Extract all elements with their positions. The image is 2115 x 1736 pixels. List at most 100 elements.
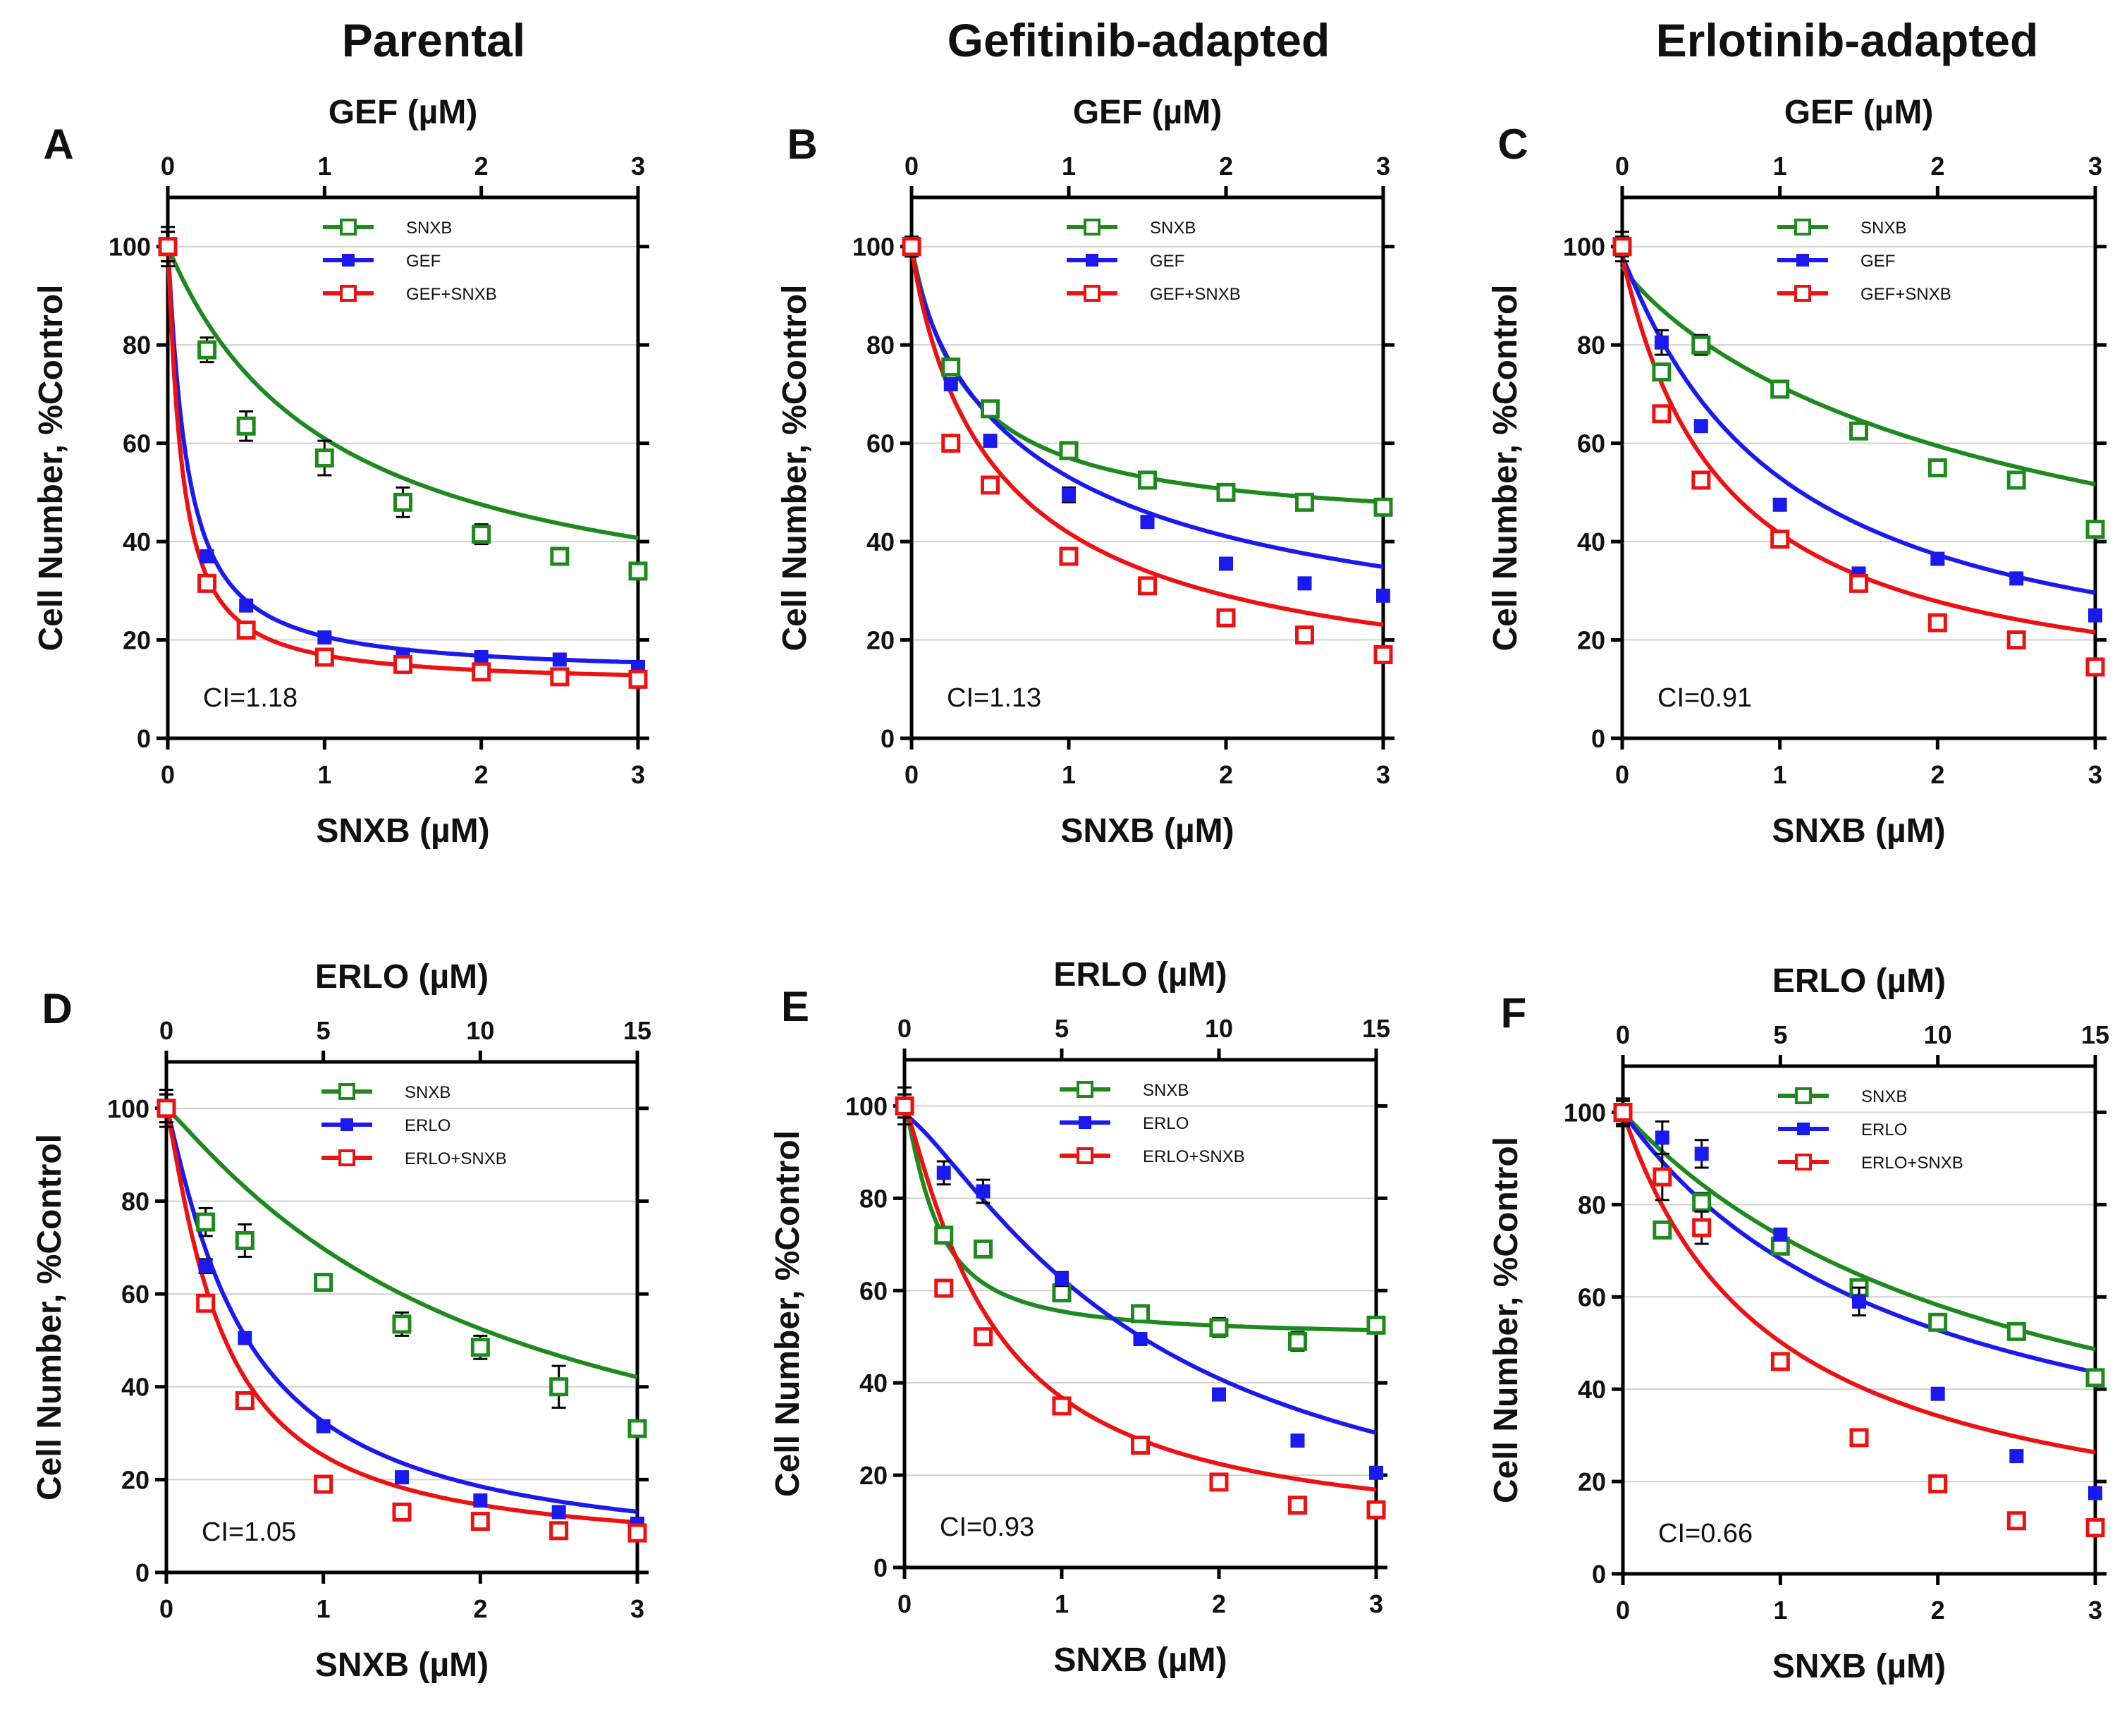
data-point-snxb	[1131, 1304, 1150, 1324]
top-x-tick-label: 5	[1773, 1020, 1787, 1049]
ci-label: CI=1.05	[202, 1517, 296, 1547]
column-title-parental: Parental	[342, 14, 525, 66]
data-point-snxb	[1927, 458, 1947, 477]
data-point-snxb	[941, 357, 961, 377]
data-point-erlo-snxb	[549, 1521, 569, 1541]
x-tick-label: 3	[1376, 760, 1390, 789]
legend-label: ERLO+SNXB	[1143, 1147, 1245, 1166]
y-tick-label: 0	[135, 1558, 149, 1587]
y-axis-title: Cell Number, %Control	[1487, 284, 1524, 651]
data-point-erlo-snxb	[1209, 1472, 1229, 1492]
data-point-snxb	[627, 1419, 647, 1438]
y-tick-label: 40	[121, 1373, 149, 1402]
data-point-snxb	[2006, 470, 2026, 490]
x-tick-label: 2	[1930, 760, 1944, 789]
data-point-gef-snxb	[197, 573, 217, 593]
legend-marker	[1086, 254, 1098, 267]
top-x-axis-title: GEF (µM)	[1073, 94, 1222, 131]
panel-letter: C	[1497, 121, 1528, 168]
data-point-erlo	[395, 1470, 409, 1485]
data-point-snxb	[1059, 441, 1079, 460]
x-tick-label: 0	[159, 1594, 173, 1623]
top-x-tick-label: 1	[1062, 152, 1076, 181]
panel-letter: F	[1501, 989, 1527, 1037]
data-point-snxb	[1770, 379, 1790, 399]
data-point-erlo	[1133, 1332, 1148, 1346]
legend-label: ERLO+SNXB	[405, 1149, 507, 1168]
fit-curve-snxb	[1620, 264, 2096, 487]
y-tick-label: 0	[1592, 1560, 1606, 1589]
y-tick-label: 40	[859, 1369, 888, 1398]
data-point-snxb	[1216, 482, 1236, 502]
y-tick-label: 20	[121, 1465, 149, 1494]
panel-e: 0 20 40 60 80 100 0 1 2 3 0 5 10 15 SNXB (µM) ERLO (µM)…	[769, 956, 1390, 1679]
data-point-snxb	[314, 448, 334, 468]
y-tick-label: 100	[1564, 1098, 1606, 1127]
data-point-snxb	[392, 1314, 412, 1334]
data-point-gef-snxb	[158, 237, 178, 257]
legend-label: ERLO+SNXB	[1861, 1154, 1963, 1173]
panel-letter: A	[43, 121, 73, 168]
legend-label: SNXB	[405, 1083, 450, 1102]
data-point-erlo	[473, 1493, 488, 1508]
y-tick-label: 80	[123, 331, 151, 360]
data-point-gef-snxb	[1849, 573, 1868, 593]
data-point-snxb	[197, 340, 217, 360]
data-point-erlo-snxb	[314, 1474, 333, 1494]
x-axis-title: SNXB (µM)	[1060, 812, 1234, 850]
ci-label: CI=0.93	[940, 1512, 1034, 1542]
data-point-snxb	[1052, 1283, 1072, 1303]
data-point-gef-snxb	[236, 621, 256, 640]
data-point-snxb	[1849, 421, 1868, 441]
legend-marker	[341, 1118, 353, 1131]
top-x-tick-label: 3	[2088, 152, 2102, 181]
data-point-gef	[474, 649, 489, 664]
y-tick-label: 20	[859, 1461, 888, 1490]
top-x-tick-label: 0	[1616, 1020, 1630, 1049]
data-point-gef	[2009, 571, 2024, 586]
y-tick-label: 20	[1578, 1467, 1606, 1496]
y-tick-label: 60	[123, 429, 151, 458]
data-point-erlo-snxb	[934, 1278, 954, 1298]
data-point-erlo-snxb	[1052, 1396, 1072, 1416]
data-point-erlo	[316, 1419, 331, 1434]
data-point-snxb	[1652, 362, 1672, 382]
legend-marker	[1794, 285, 1811, 302]
data-point-snxb	[628, 561, 648, 581]
panel-c: 0 20 40 60 80 100 0 1 2 3 0 1 2 3 SNXB (µM) GEF (µM) Cel…	[1487, 94, 2107, 850]
data-point-gef-snxb	[902, 237, 921, 257]
data-point-snxb	[1366, 1315, 1386, 1335]
x-tick-label: 0	[905, 760, 919, 789]
x-axis-title: SNXB (µM)	[315, 1646, 489, 1684]
legend-marker	[1795, 1154, 1812, 1170]
top-x-tick-label: 1	[1773, 152, 1787, 181]
y-tick-label: 100	[852, 233, 895, 262]
y-tick-label: 60	[866, 429, 895, 458]
data-point-snxb	[974, 1239, 993, 1259]
column-title-gefitinib-adapted: Gefitinib-adapted	[948, 14, 1330, 66]
data-point-gef-snxb	[1770, 530, 1790, 549]
fit-curve-snxb	[165, 1106, 638, 1379]
data-point-snxb	[2085, 1368, 2105, 1388]
legend-label: GEF	[1150, 252, 1184, 271]
y-tick-label: 60	[1578, 1283, 1606, 1312]
data-point-erlo	[1694, 1147, 1709, 1161]
top-x-axis-title: ERLO (µM)	[1053, 956, 1227, 994]
legend-marker	[1794, 219, 1811, 236]
data-point-snxb	[472, 525, 491, 544]
panel-letter: B	[787, 121, 817, 168]
data-point-erlo-snxb	[627, 1523, 647, 1543]
data-point-gef	[943, 377, 958, 391]
y-tick-label: 20	[866, 626, 895, 655]
y-tick-label: 40	[866, 527, 895, 556]
y-tick-label: 0	[873, 1553, 888, 1582]
x-tick-label: 2	[1219, 760, 1233, 789]
top-x-tick-label: 15	[623, 1016, 651, 1045]
top-x-tick-label: 10	[1205, 1014, 1233, 1043]
legend-marker	[342, 254, 355, 267]
y-tick-label: 0	[137, 724, 151, 753]
fit-curve-snxb	[909, 246, 1384, 504]
data-point-gef	[239, 598, 254, 613]
data-point-snxb	[235, 1230, 255, 1250]
data-point-snxb	[1138, 470, 1157, 490]
